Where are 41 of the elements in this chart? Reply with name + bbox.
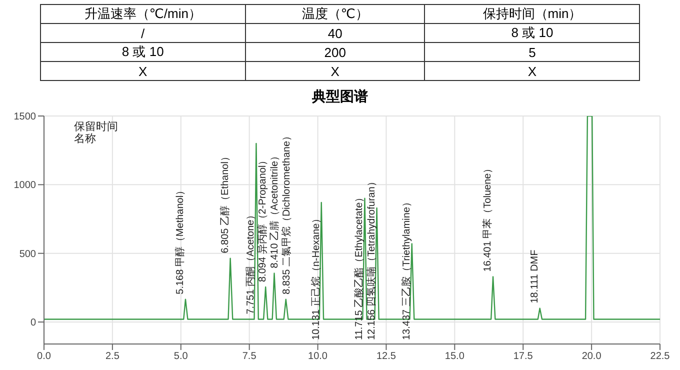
annotation: 8.094 异丙醇（2-Propanol） (256, 155, 269, 282)
text: X (245, 62, 425, 80)
annotation: 8.835 二氯甲烷（Dichloromethane） (280, 130, 293, 294)
annotation: 16.401 甲苯（Toluene） (482, 163, 494, 272)
x-tick-label: 12.5 (376, 351, 396, 362)
text: 保持时间（min） (424, 4, 640, 24)
text: 40 (245, 24, 425, 42)
x-tick-label: 15.0 (444, 351, 465, 362)
annotation: 13.437 三乙胺（Triethylamine） (400, 196, 412, 340)
annotation: 保留时间 (74, 120, 118, 133)
text: 温度（℃） (245, 4, 425, 24)
x-tick-label: 22.5 (650, 351, 670, 362)
y-tick-label: 0 (30, 318, 36, 329)
annotation: 名称 (74, 133, 96, 145)
text: 8 或 10 (40, 42, 246, 62)
x-tick-label: 7.5 (242, 351, 257, 362)
x-tick-label: 10.0 (308, 351, 328, 362)
text: 5 (424, 42, 640, 62)
annotation: 8.410 乙腈（Acetonitrile） (268, 150, 281, 268)
annotation: 12.156 四氢呋喃（Tetrahydrofuran） (365, 176, 378, 340)
y-tick-label: 500 (19, 248, 36, 260)
annotation: 11.715 乙酸乙酯（Ethylacetate） (353, 192, 366, 340)
x-tick-label: 20.0 (582, 351, 602, 362)
text: / (40, 24, 246, 42)
y-tick-label: 1000 (14, 180, 36, 192)
text: 升温速率（℃/min） (40, 4, 246, 24)
text: 8 或 10 (424, 24, 640, 42)
text: 200 (245, 42, 425, 62)
y-tick-label: 1500 (14, 112, 36, 123)
x-tick-label: 0.0 (37, 351, 52, 362)
text: X (40, 62, 246, 80)
annotation: 5.168 甲醇（Methanol） (174, 185, 186, 294)
x-tick-label: 17.5 (513, 351, 534, 362)
x-tick-label: 5.0 (174, 351, 188, 362)
annotation: 18.111 DMF (529, 250, 540, 304)
chart-title: 典型图谱 (311, 88, 369, 106)
annotation: 10.131 正己烷（n-Hexane） (310, 213, 322, 340)
annotation: 6.805 乙醇（Ethanol） (218, 152, 231, 254)
annotation: 7.751 丙酮（Acetone） (246, 210, 257, 314)
text: X (424, 62, 640, 80)
x-tick-label: 2.5 (105, 351, 120, 362)
